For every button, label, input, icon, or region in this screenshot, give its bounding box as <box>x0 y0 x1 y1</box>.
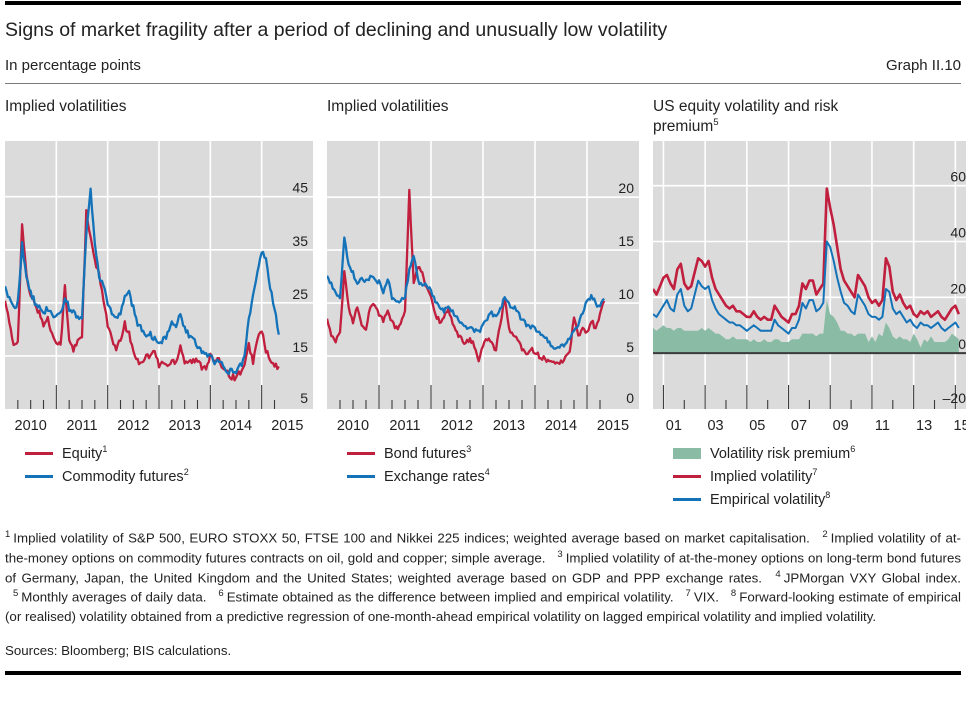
svg-text:05: 05 <box>749 418 765 434</box>
svg-text:40: 40 <box>950 225 966 241</box>
svg-text:2015: 2015 <box>271 418 303 434</box>
svg-text:07: 07 <box>791 418 807 434</box>
svg-text:0: 0 <box>626 390 634 406</box>
units-label: In percentage points <box>5 57 141 74</box>
svg-text:5: 5 <box>300 390 308 406</box>
svg-text:2014: 2014 <box>220 418 252 434</box>
svg-text:2013: 2013 <box>493 418 525 434</box>
page-title: Signs of market fragility after a period… <box>5 19 668 41</box>
footnote-number: 7 <box>685 588 691 600</box>
svg-text:2014: 2014 <box>545 418 577 434</box>
footnotes: 1 Implied volatility of S&P 500, EURO STO… <box>5 529 962 625</box>
svg-text:2011: 2011 <box>389 418 420 434</box>
panel-title: US equity volatility and risk premium5 <box>653 98 839 135</box>
legend-swatch-red <box>673 474 701 479</box>
legend-label: Volatility risk premium6 <box>710 443 856 462</box>
legend-item: Implied volatility7 <box>673 465 966 488</box>
svg-text:2012: 2012 <box>117 418 149 434</box>
legend-swatch-red <box>347 451 375 456</box>
legend-item: Commodity futures2 <box>25 465 313 488</box>
svg-text:2011: 2011 <box>66 418 97 434</box>
legend-label: Equity1 <box>62 443 108 462</box>
svg-text:20: 20 <box>618 180 634 196</box>
svg-text:20: 20 <box>950 280 966 296</box>
legend-item: Equity1 <box>25 442 313 465</box>
chart-panels: Implied volatilities 45 35 25 15 5 2010 2011 20… <box>5 97 966 511</box>
svg-text:11: 11 <box>875 418 890 434</box>
svg-text:2010: 2010 <box>337 418 369 434</box>
svg-text:25: 25 <box>292 286 308 302</box>
svg-text:09: 09 <box>833 418 849 434</box>
svg-text:2015: 2015 <box>597 418 629 434</box>
sources-line: Sources: Bloomberg; BIS calculations. <box>5 642 232 658</box>
chart-implied-vol-equity-commodity: 45 35 25 15 5 2010 2011 2012 2013 2014 2015 <box>5 141 313 434</box>
footnote-number: 2 <box>822 529 828 540</box>
legend-swatch-blue <box>25 474 53 479</box>
svg-text:15: 15 <box>954 418 966 434</box>
svg-text:–20: –20 <box>943 390 966 406</box>
svg-text:15: 15 <box>292 339 308 355</box>
legend-item: Empirical volatility8 <box>673 488 966 511</box>
legend-label: Bond futures3 <box>384 443 472 462</box>
svg-text:5: 5 <box>626 339 634 355</box>
svg-text:60: 60 <box>950 169 966 185</box>
svg-text:15: 15 <box>618 233 634 249</box>
svg-text:0: 0 <box>958 336 966 352</box>
legend-swatch-blue <box>347 474 375 479</box>
footnote-number: 1 <box>5 529 11 540</box>
panel-implied-volatilities-1: Implied volatilities 45 35 25 15 5 2010 2011 20… <box>5 97 313 511</box>
legend-label: Empirical volatility8 <box>710 489 831 508</box>
legend-item: Exchange rates4 <box>347 465 639 488</box>
footnote-number: 8 <box>730 588 737 600</box>
graph-number-label: Graph II.10 <box>885 57 961 74</box>
legend: Equity1 Commodity futures2 <box>5 442 313 488</box>
svg-text:13: 13 <box>916 418 932 434</box>
panel-us-equity-volatility: US equity volatility and risk premium5 6… <box>653 97 966 511</box>
svg-text:10: 10 <box>618 286 634 302</box>
svg-text:03: 03 <box>707 418 723 434</box>
bottom-rule <box>5 671 961 676</box>
svg-text:01: 01 <box>666 418 682 434</box>
footnote-number: 5 <box>13 588 19 600</box>
footnote-number: 4 <box>775 568 781 580</box>
legend: Bond futures3 Exchange rates4 <box>327 442 639 488</box>
legend-label: Implied volatility7 <box>710 466 818 485</box>
svg-text:45: 45 <box>292 180 308 196</box>
footnote-number: 6 <box>218 588 224 600</box>
legend-swatch-red <box>25 451 53 456</box>
legend-item: Bond futures3 <box>347 442 639 465</box>
panel-implied-volatilities-2: Implied volatilities 20 15 10 5 0 2010 2011 201… <box>327 97 639 511</box>
svg-text:2013: 2013 <box>169 418 201 434</box>
legend-swatch-blue <box>673 497 701 502</box>
header-divider <box>5 83 961 84</box>
legend-label: Commodity futures2 <box>62 466 189 485</box>
svg-text:35: 35 <box>292 233 308 249</box>
legend-item: Volatility risk premium6 <box>673 442 966 465</box>
panel-title: Implied volatilities <box>327 98 449 115</box>
panel-title: Implied volatilities <box>5 98 127 115</box>
legend-label: Exchange rates4 <box>384 466 490 485</box>
svg-text:2010: 2010 <box>15 418 47 434</box>
legend: Volatility risk premium6 Implied volatili… <box>653 442 966 511</box>
legend-swatch-green <box>673 448 701 459</box>
svg-text:2012: 2012 <box>441 418 473 434</box>
graph-page: Signs of market fragility after a period… <box>0 1 966 676</box>
chart-us-equity-vol-risk-premium: 60 40 20 0 –20 01 03 05 07 09 11 13 15 <box>653 141 966 434</box>
top-rule <box>5 1 961 5</box>
footnote-number: 3 <box>557 548 563 560</box>
subtitle-row: In percentage points Graph II.10 <box>5 57 961 74</box>
